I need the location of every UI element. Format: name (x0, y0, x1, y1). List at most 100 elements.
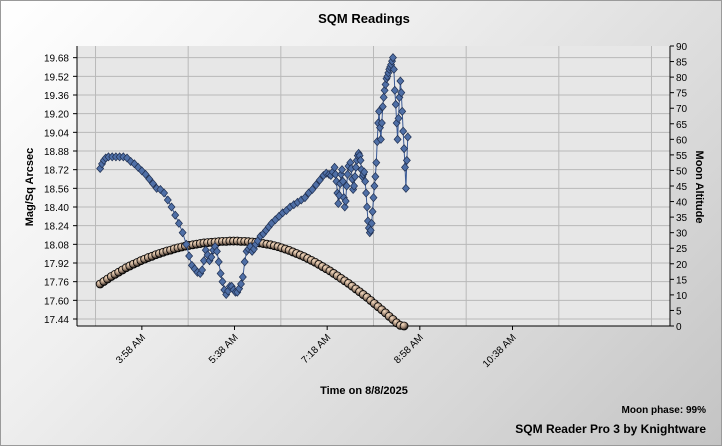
sqm-point (381, 79, 390, 90)
y2-tick-label: 25 (676, 244, 688, 255)
sqm-point (218, 277, 227, 287)
credit-text: SQM Reader Pro 3 by Knightware (515, 422, 706, 436)
sqm-point (351, 172, 359, 182)
y2-tick-label: 90 (676, 42, 688, 53)
y2-tick-label: 55 (676, 151, 688, 162)
x-tick-label: 5:38 AM (207, 332, 241, 366)
sqm-point (207, 252, 216, 262)
sqm-point (391, 99, 400, 109)
sqm-point (397, 88, 406, 98)
y-tick-label: 18.88 (44, 147, 69, 158)
sqm-point (401, 183, 410, 193)
sqm-point (371, 172, 380, 182)
y2-axis-title: Moon Altitude (693, 151, 705, 224)
y2-tick-label: 35 (676, 213, 688, 224)
x-tick-label: 10:38 AM (481, 332, 519, 370)
sqm-point (341, 196, 350, 206)
y2-tick-label: 0 (676, 322, 682, 333)
y-tick-label: 19.20 (44, 110, 69, 121)
y-tick-label: 19.04 (44, 128, 69, 139)
sqm-point (372, 158, 381, 168)
sqm-point (403, 132, 412, 142)
moon-altitude-point (399, 321, 409, 331)
sqm-point (178, 228, 187, 238)
sqm-point (334, 198, 343, 209)
sqm-point (369, 193, 378, 203)
y-tick-label: 18.08 (44, 240, 69, 251)
right-axis-tick-labels: 0 5 10 15 20 25 30 35 40 45 50 55 60 65 70 75 80 85 90 (676, 42, 688, 333)
sqm-point (377, 118, 386, 128)
sqm-point (338, 176, 347, 186)
x-axis-title: Time on 8/8/2025 (320, 385, 408, 397)
sqm-point (394, 113, 403, 123)
y-tick-label: 19.36 (44, 91, 69, 102)
left-axis-tick-labels: 17.44 17.60 17.76 17.92 18.08 18.24 18.40 18.56… (44, 54, 69, 326)
y2-tick-label: 40 (676, 198, 688, 209)
y2-tick-label: 75 (676, 89, 688, 100)
sqm-point (389, 64, 398, 74)
y2-tick-label: 15 (676, 275, 688, 286)
sqm-point (360, 167, 369, 177)
sqm-point (380, 85, 389, 95)
y2-tick-label: 10 (676, 291, 688, 302)
y-tick-label: 19.68 (44, 54, 69, 65)
y-tick-label: 17.76 (44, 278, 69, 289)
sqm-point (141, 169, 150, 179)
y-tick-label: 17.92 (44, 259, 69, 270)
y2-tick-label: 65 (676, 120, 688, 131)
sqm-point (340, 202, 349, 212)
sqm-point (182, 239, 191, 249)
sqm-point (356, 155, 365, 165)
moon-phase-text: Moon phase: 99% (622, 405, 707, 416)
y-tick-label: 18.24 (44, 222, 69, 233)
sqm-point (368, 207, 377, 217)
y2-tick-label: 80 (676, 73, 688, 84)
sqm-point (401, 162, 409, 172)
sqm-point (300, 193, 309, 203)
sqm-point (366, 225, 375, 235)
sqm-point (160, 188, 169, 198)
sqm-point (174, 218, 183, 228)
y2-tick-label: 85 (676, 58, 688, 69)
sqm-point (398, 106, 407, 116)
sqm-point (361, 176, 370, 186)
sqm-point (237, 279, 245, 289)
sqm-point (238, 272, 247, 282)
y-tick-label: 18.40 (44, 203, 69, 214)
sqm-point (362, 188, 371, 198)
y2-tick-label: 45 (676, 182, 688, 193)
sqm-point (199, 256, 208, 266)
x-tick-label: 3:58 AM (114, 332, 148, 366)
sqm-point (402, 155, 411, 165)
y2-tick-label: 50 (676, 166, 688, 177)
sqm-point (388, 53, 397, 63)
sqm-point (212, 246, 221, 256)
sqm-point (315, 175, 324, 185)
moon-altitude-series (95, 236, 409, 331)
y-tick-label: 17.44 (44, 315, 69, 326)
y2-tick-label: 5 (676, 306, 682, 317)
y-tick-label: 18.56 (44, 184, 69, 195)
sqm-point (379, 92, 388, 102)
x-axis-tick-labels: 3:58 AM 5:38 AM 7:18 AM 8:58 AM 10:38 AM (114, 332, 518, 370)
x-tick-label: 7:18 AM (300, 332, 334, 366)
sqm-point (350, 181, 359, 191)
sqm-point (308, 184, 317, 195)
y2-tick-label: 60 (676, 135, 688, 146)
axes (73, 45, 674, 330)
sqm-point (343, 169, 352, 179)
sqm-series (96, 53, 412, 300)
sqm-point (185, 251, 194, 261)
sqm-point (396, 76, 405, 86)
sqm-point (312, 180, 321, 190)
sqm-point (171, 210, 180, 220)
sqm-point (376, 134, 385, 144)
x-tick-label: 8:58 AM (392, 332, 426, 366)
y-axis-title: Mag/Sq Arcsec (24, 148, 36, 226)
y2-tick-label: 20 (676, 260, 688, 271)
y-tick-label: 19.52 (44, 72, 69, 83)
sqm-point (198, 265, 207, 275)
sqm-point (338, 165, 346, 175)
sqm-point (214, 257, 223, 267)
